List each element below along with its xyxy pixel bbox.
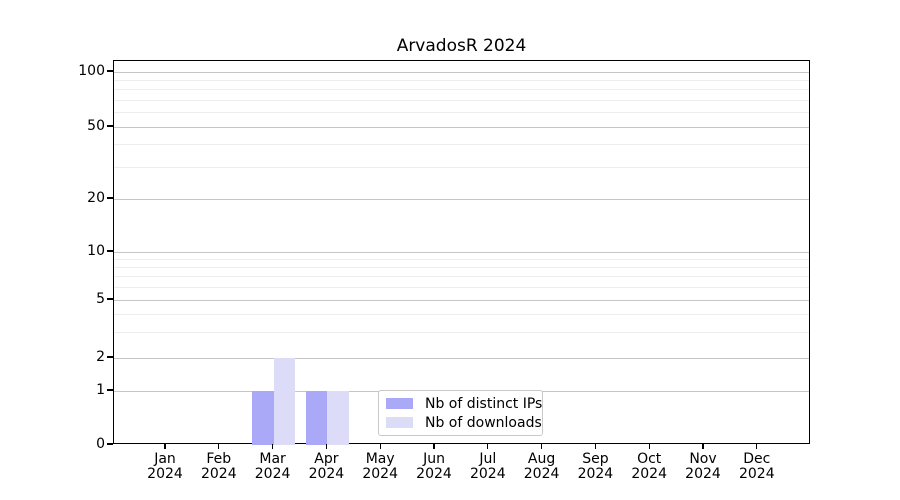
x-tick-label-year-apr: 2024 xyxy=(308,466,345,482)
y-tick-label-1: 1 xyxy=(96,382,105,398)
x-tick-label-month-oct: Oct xyxy=(637,451,662,467)
x-tick-jan xyxy=(164,444,166,449)
x-tick-label-month-dec: Dec xyxy=(743,451,771,467)
x-tick-feb xyxy=(218,444,220,449)
bar-distinct-ips-apr xyxy=(305,391,328,445)
minor-gridline-y-3 xyxy=(114,331,809,333)
x-tick-label-apr: Apr 2024 xyxy=(294,452,358,482)
legend-entry-distinct-ips: Nb of distinct IPs xyxy=(386,396,542,412)
chart-title: ArvadosR 2024 xyxy=(396,36,527,56)
x-tick-label-month-may: May xyxy=(365,451,395,467)
major-gridline-y-50 xyxy=(114,126,809,128)
x-tick-label-year-jan: 2024 xyxy=(147,466,183,482)
minor-gridline-y-4 xyxy=(114,313,809,315)
x-tick-nov xyxy=(702,444,704,449)
minor-gridline-y-7 xyxy=(114,276,809,278)
x-tick-label-year-jul: 2024 xyxy=(469,466,506,482)
x-tick-jun xyxy=(433,444,435,449)
x-tick-label-year-oct: 2024 xyxy=(631,466,667,482)
y-tick-100 xyxy=(107,70,113,72)
legend-label-distinct-ips: Nb of distinct IPs xyxy=(425,395,543,412)
x-tick-aug xyxy=(541,444,543,449)
major-gridline-y-20 xyxy=(114,198,809,200)
y-tick-1 xyxy=(107,389,113,391)
x-tick-label-month-feb: Feb xyxy=(206,451,232,467)
x-tick-label-year-dec: 2024 xyxy=(738,466,775,482)
y-tick-label-100: 100 xyxy=(78,63,105,79)
x-tick-label-month-sep: Sep xyxy=(582,451,609,467)
y-tick-label-50: 50 xyxy=(87,118,105,134)
y-tick-2 xyxy=(107,356,113,358)
x-tick-label-year-sep: 2024 xyxy=(577,466,614,482)
minor-gridline-y-30 xyxy=(114,166,809,168)
x-tick-label-year-mar: 2024 xyxy=(254,466,291,482)
x-tick-label-month-nov: Nov xyxy=(689,451,717,467)
x-tick-may xyxy=(379,444,381,449)
y-tick-label-20: 20 xyxy=(87,190,105,206)
y-tick-label-5: 5 xyxy=(96,291,105,307)
y-tick-50 xyxy=(107,125,113,127)
y-tick-10 xyxy=(107,250,113,252)
x-tick-label-jan: Jan 2024 xyxy=(133,452,197,482)
x-tick-label-mar: Mar 2024 xyxy=(241,452,305,482)
x-tick-sep xyxy=(594,444,596,449)
bar-downloads-apr xyxy=(327,391,350,445)
y-tick-20 xyxy=(107,197,113,199)
x-tick-label-month-jul: Jul xyxy=(479,451,497,467)
minor-gridline-y-90 xyxy=(114,79,809,81)
x-tick-label-year-may: 2024 xyxy=(362,466,398,482)
x-tick-label-jul: Jul 2024 xyxy=(456,452,520,482)
legend-swatch-distinct-ips xyxy=(386,398,413,409)
x-tick-label-jun: Jun 2024 xyxy=(402,452,466,482)
x-tick-label-month-mar: Mar xyxy=(259,451,286,467)
x-tick-label-nov: Nov 2024 xyxy=(671,452,735,482)
legend-swatch-downloads xyxy=(386,417,413,428)
y-tick-label-2: 2 xyxy=(96,349,105,365)
minor-gridline-y-40 xyxy=(114,144,809,146)
x-tick-jul xyxy=(487,444,489,449)
x-tick-dec xyxy=(756,444,758,449)
minor-gridline-y-60 xyxy=(114,112,809,114)
x-tick-label-oct: Oct 2024 xyxy=(617,452,681,482)
x-tick-label-month-jan: Jan xyxy=(154,451,176,467)
x-tick-label-month-jun: Jun xyxy=(423,451,445,467)
minor-gridline-y-9 xyxy=(114,258,809,260)
x-tick-label-month-aug: Aug xyxy=(527,451,556,467)
plot-area xyxy=(113,60,810,445)
x-tick-label-year-nov: 2024 xyxy=(685,466,721,482)
y-tick-0 xyxy=(107,443,113,445)
y-tick-5 xyxy=(107,298,113,300)
y-tick-label-10: 10 xyxy=(87,243,105,259)
x-tick-label-year-jun: 2024 xyxy=(416,466,452,482)
major-gridline-y-10 xyxy=(114,251,809,253)
x-tick-oct xyxy=(648,444,650,449)
legend-label-downloads: Nb of downloads xyxy=(425,414,542,431)
x-tick-label-sep: Sep 2024 xyxy=(563,452,627,482)
major-gridline-y-100 xyxy=(114,71,809,73)
legend-entry-downloads: Nb of downloads xyxy=(386,415,542,431)
minor-gridline-y-80 xyxy=(114,89,809,91)
x-tick-label-year-feb: 2024 xyxy=(200,466,237,482)
x-tick-label-dec: Dec 2024 xyxy=(725,452,789,482)
x-tick-label-aug: Aug 2024 xyxy=(510,452,574,482)
x-tick-apr xyxy=(325,444,327,449)
major-gridline-y-2 xyxy=(114,357,809,359)
bar-distinct-ips-mar xyxy=(251,391,274,445)
x-tick-mar xyxy=(272,444,274,449)
y-tick-label-0: 0 xyxy=(96,436,105,452)
minor-gridline-y-70 xyxy=(114,99,809,101)
minor-gridline-y-6 xyxy=(114,286,809,288)
bar-downloads-mar xyxy=(273,358,296,445)
x-tick-label-feb: Feb 2024 xyxy=(187,452,251,482)
legend: Nb of distinct IPs Nb of downloads xyxy=(378,390,543,436)
minor-gridline-y-8 xyxy=(114,266,809,268)
x-tick-label-month-apr: Apr xyxy=(314,451,339,467)
x-tick-label-may: May 2024 xyxy=(348,452,412,482)
x-tick-label-year-aug: 2024 xyxy=(523,466,560,482)
major-gridline-y-5 xyxy=(114,299,809,301)
